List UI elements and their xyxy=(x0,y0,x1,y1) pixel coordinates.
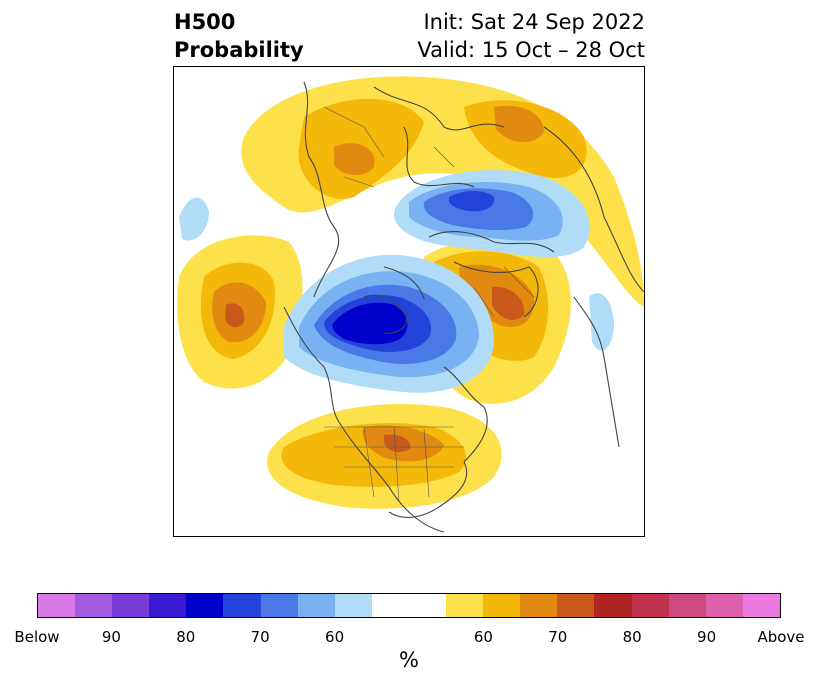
colorbar-segment xyxy=(446,594,484,617)
valid-range: Valid: 15 Oct – 28 Oct xyxy=(417,38,645,62)
colorbar-segment xyxy=(297,594,335,617)
colorbar-segment xyxy=(668,594,706,617)
probability-map xyxy=(173,66,645,537)
colorbar-segment xyxy=(483,594,521,617)
colorbar-tick-label: 60 xyxy=(473,628,493,646)
colorbar-tick-label: Below xyxy=(14,628,60,646)
colorbar-segment xyxy=(149,594,187,617)
colorbar-tick-label: 70 xyxy=(548,628,568,646)
colorbar-tick-label: 70 xyxy=(250,628,270,646)
colorbar-tick-label: 90 xyxy=(697,628,717,646)
colorbar-tick-label: 60 xyxy=(325,628,345,646)
colorbar-segment xyxy=(223,594,261,617)
variable-label: H500 xyxy=(174,10,236,34)
borders xyxy=(323,106,535,503)
colorbar-segment xyxy=(371,594,447,617)
colorbar-unit: % xyxy=(399,648,419,672)
colorbar-segment xyxy=(260,594,298,617)
anomaly-below-westpacific xyxy=(179,197,209,241)
anomaly-above-pacific xyxy=(177,235,303,389)
colorbar-tick-label: 90 xyxy=(101,628,121,646)
anomaly-above-siberia xyxy=(241,76,644,307)
anomaly-below-arctic xyxy=(284,254,494,393)
colorbar-segment xyxy=(334,594,372,617)
colorbar-segment xyxy=(557,594,595,617)
colorbar-segment xyxy=(75,594,113,617)
colorbar-segment xyxy=(631,594,669,617)
colorbar-segment xyxy=(186,594,224,617)
map-title: H500 Probability xyxy=(174,8,304,64)
quantity-label: Probability xyxy=(174,38,304,62)
colorbar-segment xyxy=(705,594,743,617)
colorbar xyxy=(37,593,781,618)
colorbar-segment xyxy=(112,594,150,617)
colorbar-segment xyxy=(742,594,780,617)
anomaly-below-east xyxy=(589,293,614,351)
colorbar-segment xyxy=(520,594,558,617)
colorbar-segment xyxy=(38,594,76,617)
colorbar-tick-label: Above xyxy=(757,628,805,646)
date-info: Init: Sat 24 Sep 2022 Valid: 15 Oct – 28… xyxy=(417,8,645,64)
colorbar-tick-label: 80 xyxy=(176,628,196,646)
coastlines xyxy=(283,81,644,533)
colorbar-segment xyxy=(594,594,632,617)
anomaly-above-northamerica xyxy=(267,404,502,509)
anomaly-below-siberia xyxy=(394,170,590,257)
init-date: Init: Sat 24 Sep 2022 xyxy=(423,10,645,34)
colorbar-tick-label: 80 xyxy=(622,628,642,646)
map-canvas xyxy=(177,76,644,533)
